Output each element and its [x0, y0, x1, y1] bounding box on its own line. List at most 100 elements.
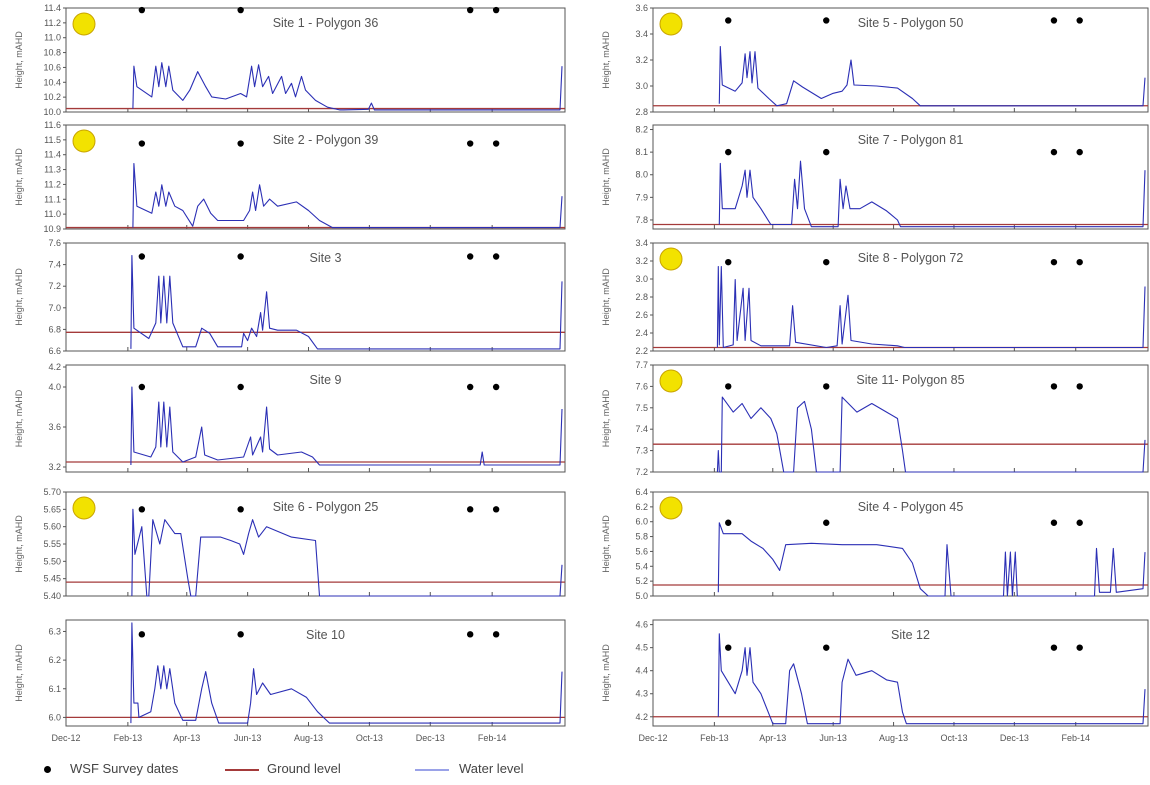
panel-title: Site 9: [310, 373, 342, 387]
x-tick-label: Jun-13: [234, 733, 262, 743]
panel-title: Site 7 - Polygon 81: [858, 133, 964, 147]
chart-legend: WSF Survey dates Ground level Water leve…: [30, 758, 590, 782]
panel-3: 4.2 4.0 3.6 3.2 Height, mAHD Site 9: [14, 362, 566, 473]
y-tick-label: 8.0: [635, 170, 648, 180]
y-tick-label: 6.2: [48, 655, 61, 665]
y-tick-label: 11.4: [44, 3, 61, 13]
x-tick-label: Feb-13: [114, 733, 143, 743]
y-axis-label: Height, mAHD: [14, 644, 24, 702]
site-marker-icon: [72, 12, 96, 36]
survey-dot: [138, 506, 146, 513]
survey-dot: [725, 644, 732, 651]
survey-dot: [466, 140, 474, 147]
panel-title: Site 4 - Polygon 45: [858, 500, 964, 514]
y-axis-label: Height, mAHD: [14, 31, 24, 89]
x-tick-label: Dec-12: [638, 733, 667, 743]
survey-dot: [237, 140, 244, 147]
y-tick-label: 3.0: [635, 274, 648, 284]
y-tick-label: 10.2: [43, 92, 61, 102]
y-tick-label: 8.1: [635, 147, 648, 157]
survey-dot: [725, 519, 732, 526]
survey-dot: [725, 383, 732, 390]
survey-dot: [725, 258, 732, 266]
survey-dot: [138, 383, 146, 391]
y-tick-label: 7.7: [635, 360, 648, 370]
y-tick-label: 7.2: [48, 281, 61, 291]
x-tick-label: Dec-13: [416, 733, 445, 743]
y-tick-label: 6.8: [48, 324, 61, 334]
y-tick-label: 4.2: [48, 362, 61, 372]
panel-2: 7.6 7.4 7.2 7.0 6.8 6.6 Height, mAHD Site 3: [14, 238, 566, 356]
y-tick-label: 3.2: [48, 462, 61, 472]
water-level-line: [130, 386, 563, 466]
legend-item-survey: WSF Survey dates: [30, 758, 220, 782]
survey-dot: [1076, 383, 1083, 390]
legend-swatch-ground: [225, 769, 259, 771]
y-tick-label: 7.0: [48, 303, 61, 313]
panel-title: Site 3: [310, 251, 342, 265]
y-tick-label: 6.6: [48, 346, 61, 356]
water-level-line: [717, 633, 1146, 725]
survey-dot: [1050, 148, 1058, 156]
panel-0: 11.4 11.2 11.0 10.8 10.6 10.4 10.2 10.0 Height, …: [14, 3, 566, 117]
survey-dot: [823, 383, 830, 390]
water-level-line: [718, 160, 1146, 228]
water-level-line: [716, 265, 1146, 349]
y-tick-label: 5.2: [635, 576, 648, 586]
y-axis-label: Height, mAHD: [14, 389, 24, 447]
y-tick-label: 5.60: [43, 522, 61, 532]
legend-swatch-survey: [44, 766, 51, 773]
survey-dot: [466, 253, 474, 260]
panel-6: 3.6 3.4 3.2 3.0 2.8 Height, mAHD Site 5 - Poly…: [601, 3, 1149, 117]
water-level-line: [130, 622, 563, 724]
survey-dot: [492, 253, 500, 260]
survey-dot: [237, 253, 244, 260]
y-tick-label: 8.2: [635, 125, 648, 135]
site-marker-icon: [659, 12, 683, 36]
y-tick-label: 6.4: [635, 487, 648, 497]
y-tick-label: 11.5: [44, 135, 61, 145]
y-tick-label: 3.6: [635, 3, 648, 13]
water-level-line: [716, 396, 1146, 473]
y-tick-label: 5.45: [43, 574, 61, 584]
y-tick-label: 7.8: [635, 215, 648, 225]
y-tick-label: 3.2: [635, 55, 648, 65]
y-tick-label: 4.2: [635, 712, 648, 722]
survey-dot: [237, 383, 244, 391]
y-tick-label: 5.40: [43, 591, 61, 601]
panel-title: Site 1 - Polygon 36: [273, 16, 379, 30]
panel-9: 7.7 7.6 7.5 7.4 7.3 7.2 Height, mAHD Site 11- P…: [601, 360, 1149, 477]
survey-dot: [725, 17, 732, 24]
panel-frame: [65, 242, 566, 352]
y-tick-label: 11.2: [44, 179, 61, 189]
y-tick-label: 5.55: [43, 539, 61, 549]
y-tick-label: 5.50: [43, 556, 61, 566]
y-tick-label: 7.3: [635, 446, 648, 456]
x-tick-label: Feb-14: [478, 733, 507, 743]
panel-frame: [652, 364, 1149, 473]
survey-dot: [823, 148, 830, 156]
legend-item-water: Water level: [415, 758, 585, 782]
legend-swatch-water: [415, 769, 449, 771]
y-tick-label: 7.4: [48, 260, 61, 270]
panel-7: 8.2 8.1 8.0 7.9 7.8 Height, mAHD Site 7 - Poly…: [601, 124, 1149, 230]
y-tick-label: 10.9: [43, 224, 61, 234]
panel-title: Site 8 - Polygon 72: [858, 251, 964, 265]
y-tick-label: 5.70: [43, 487, 61, 497]
panel-1: 11.6 11.5 11.4 11.3 11.2 11.1 11.0 10.9 Height, …: [14, 120, 566, 234]
survey-dot: [466, 383, 474, 391]
x-tick-label: Apr-13: [759, 733, 786, 743]
panel-title: Site 5 - Polygon 50: [858, 16, 964, 30]
y-tick-label: 3.2: [635, 256, 648, 266]
y-tick-label: 10.6: [43, 62, 61, 72]
survey-dot: [138, 6, 146, 14]
x-tick-label: Apr-13: [173, 733, 200, 743]
survey-dot: [138, 253, 146, 260]
y-tick-label: 5.0: [635, 591, 648, 601]
survey-dot: [138, 140, 146, 147]
panel-10: 6.4 6.2 6.0 5.8 5.6 5.4 5.2 5.0 Height, mAHD Site…: [601, 487, 1149, 601]
y-axis-label: Height, mAHD: [601, 268, 611, 326]
y-tick-label: 7.2: [635, 467, 648, 477]
x-tick-label: Aug-13: [879, 733, 908, 743]
